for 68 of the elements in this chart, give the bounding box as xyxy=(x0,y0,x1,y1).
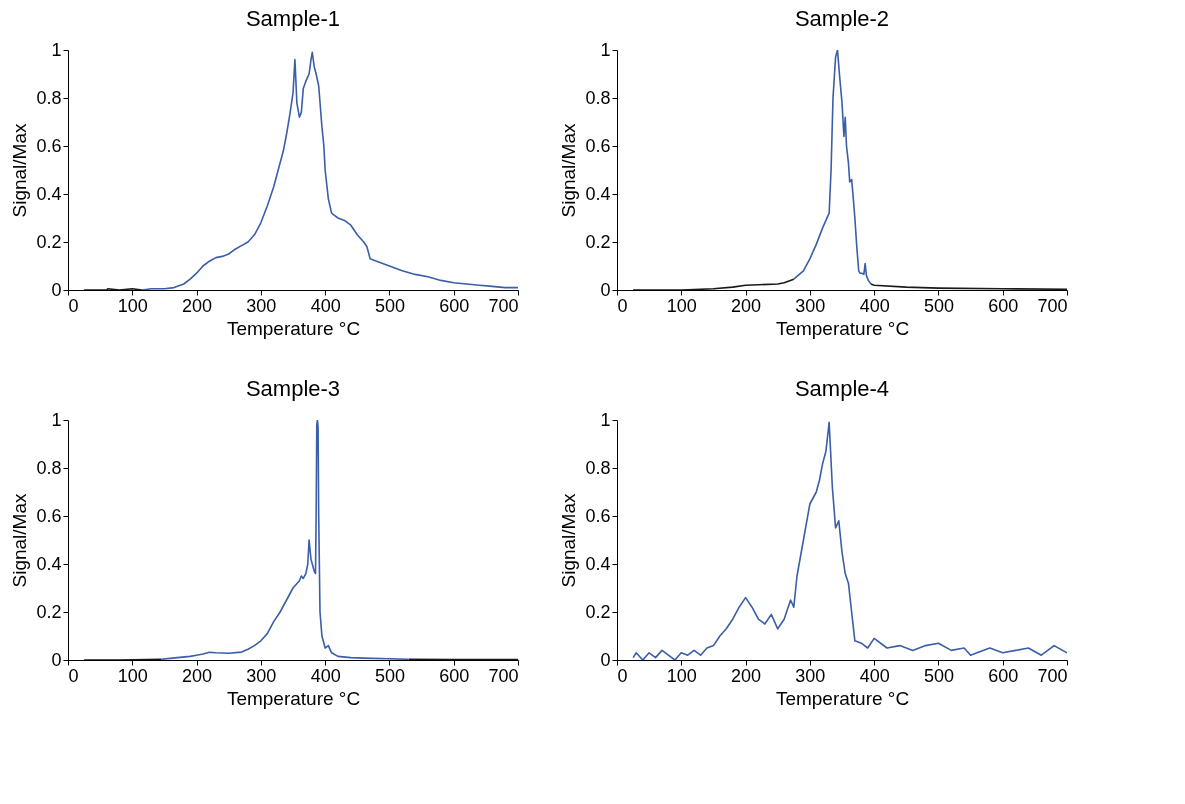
y-tick-label: 0.8 xyxy=(585,87,611,108)
x-tick-label: 100 xyxy=(117,295,148,316)
y-axis-title: Signal/Max xyxy=(9,493,31,588)
x-tick-label: 300 xyxy=(795,665,826,686)
x-tick-label: 0 xyxy=(68,665,79,686)
y-tick-label: 0.6 xyxy=(36,135,62,156)
y-tick-label: 0.8 xyxy=(36,457,62,478)
x-tick-label: 600 xyxy=(988,295,1019,316)
x-tick-label: 500 xyxy=(923,295,954,316)
x-tick-label: 0 xyxy=(617,665,628,686)
y-tick-label: 0.4 xyxy=(36,553,62,574)
x-tick-label: 600 xyxy=(988,665,1019,686)
x-tick-label: 400 xyxy=(859,295,890,316)
x-tick-label: 100 xyxy=(666,665,697,686)
chart-title: Sample-1 xyxy=(245,6,341,31)
x-tick-label: 200 xyxy=(182,295,213,316)
x-tick-label: 600 xyxy=(439,295,470,316)
y-tick-label: 1 xyxy=(51,409,62,430)
x-tick-label: 100 xyxy=(117,665,148,686)
y-tick-label: 1 xyxy=(600,39,611,60)
y-tick-label: 0.4 xyxy=(585,183,611,204)
x-tick-label: 700 xyxy=(1037,665,1068,686)
y-tick-label: 0.6 xyxy=(585,135,611,156)
chart-title: Sample-4 xyxy=(794,376,890,401)
x-tick-label: 500 xyxy=(374,295,405,316)
y-axis-title: Signal/Max xyxy=(558,123,580,218)
y-tick-label: 1 xyxy=(51,39,62,60)
x-axis-title: Temperature °C xyxy=(226,317,361,339)
x-tick-label: 400 xyxy=(310,665,341,686)
y-axis-title: Signal/Max xyxy=(558,493,580,588)
x-tick-label: 200 xyxy=(731,665,762,686)
y-tick-label: 0.8 xyxy=(36,87,62,108)
x-tick-label: 300 xyxy=(795,295,826,316)
x-axis-title: Temperature °C xyxy=(775,317,910,339)
x-tick-label: 700 xyxy=(488,295,519,316)
y-tick-label: 0.4 xyxy=(585,553,611,574)
y-tick-label: 0.2 xyxy=(36,231,62,252)
x-tick-label: 700 xyxy=(1037,295,1068,316)
x-tick-label: 500 xyxy=(923,665,954,686)
x-tick-label: 100 xyxy=(666,295,697,316)
x-tick-label: 0 xyxy=(68,295,79,316)
x-tick-label: 500 xyxy=(374,665,405,686)
chart-title: Sample-2 xyxy=(794,6,890,31)
y-tick-label: 1 xyxy=(600,409,611,430)
x-tick-label: 700 xyxy=(488,665,519,686)
y-tick-label: 0 xyxy=(600,649,611,670)
y-tick-label: 0.2 xyxy=(585,231,611,252)
y-tick-label: 0.4 xyxy=(36,183,62,204)
y-tick-label: 0.6 xyxy=(585,505,611,526)
y-tick-label: 0.2 xyxy=(36,601,62,622)
x-tick-label: 0 xyxy=(617,295,628,316)
y-tick-label: 0 xyxy=(51,649,62,670)
y-tick-label: 0 xyxy=(600,279,611,300)
x-tick-label: 300 xyxy=(246,665,277,686)
x-tick-label: 200 xyxy=(731,295,762,316)
y-tick-label: 0.8 xyxy=(585,457,611,478)
x-tick-label: 300 xyxy=(246,295,277,316)
y-tick-label: 0.2 xyxy=(585,601,611,622)
x-axis-title: Temperature °C xyxy=(775,687,910,709)
x-tick-label: 400 xyxy=(310,295,341,316)
x-tick-label: 600 xyxy=(439,665,470,686)
x-tick-label: 400 xyxy=(859,665,890,686)
y-axis-title: Signal/Max xyxy=(9,123,31,218)
x-axis-title: Temperature °C xyxy=(226,687,361,709)
chart-title: Sample-3 xyxy=(245,376,341,401)
y-tick-label: 0.6 xyxy=(36,505,62,526)
y-tick-label: 0 xyxy=(51,279,62,300)
x-tick-label: 200 xyxy=(182,665,213,686)
